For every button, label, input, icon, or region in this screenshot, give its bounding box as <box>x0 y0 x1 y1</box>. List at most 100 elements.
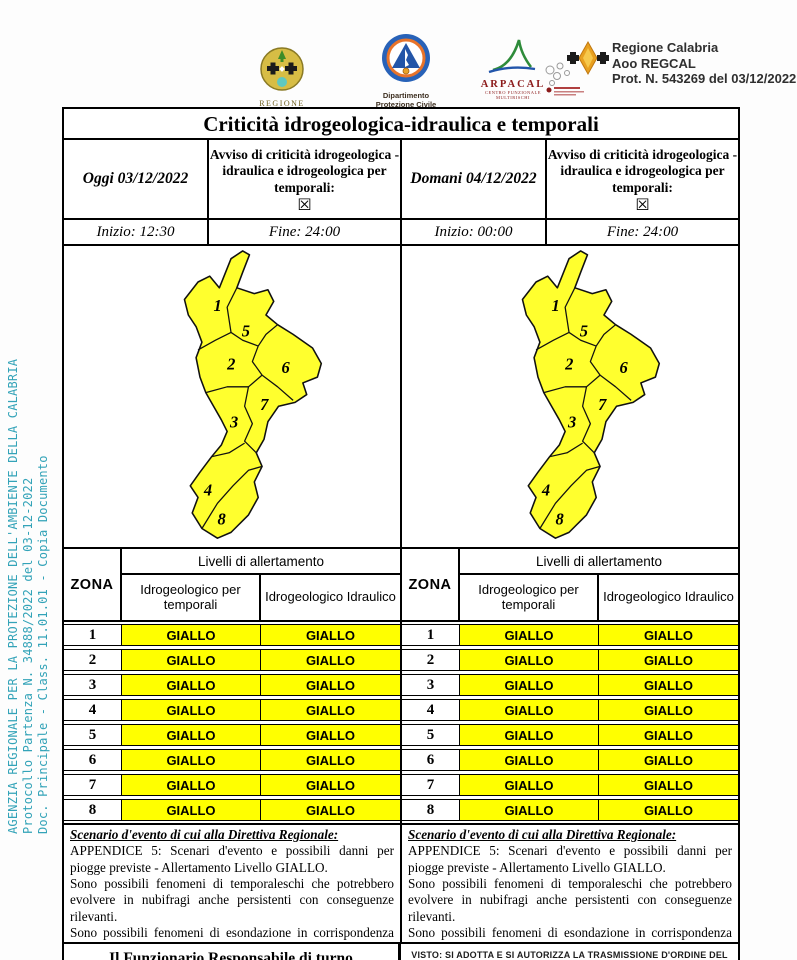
table-row: 7 GIALLO GIALLO <box>64 774 400 796</box>
avviso-cell-domani: Avviso di criticità idrogeologica - idra… <box>547 140 738 218</box>
alert-level-cell: GIALLO <box>460 700 599 720</box>
alert-level-cell: GIALLO <box>122 725 261 745</box>
alert-level-cell: GIALLO <box>261 725 400 745</box>
map-zone-label: 7 <box>598 395 607 414</box>
alert-level-cell: GIALLO <box>599 775 738 795</box>
regione-calabria-stamp-logo <box>566 36 610 87</box>
table-row: 5 GIALLO GIALLO <box>402 724 738 746</box>
alert-level-cell: GIALLO <box>599 800 738 820</box>
checkbox-checked-icon: ☒ <box>635 195 650 215</box>
calabria-zones-map-domani: 1 2 3 4 5 6 7 8 <box>521 249 661 539</box>
map-zone-label: 5 <box>242 321 250 340</box>
map-zone-label: 7 <box>260 395 269 414</box>
map-cell-domani: 1 2 3 4 5 6 7 8 <box>402 246 738 549</box>
avviso-cell-oggi: Avviso di criticità idrogeologica - idra… <box>209 140 400 218</box>
alert-level-cell: GIALLO <box>122 625 261 645</box>
table-row: 2 GIALLO GIALLO <box>402 649 738 671</box>
arpacal-logo: ARPACAL CENTRO FUNZIONALE MULTIRISCHI <box>480 36 546 100</box>
document-class-line: Doc. Principale - Class. 11.01.01 - Copi… <box>36 455 50 834</box>
table-row: 3 GIALLO GIALLO <box>64 674 400 696</box>
avviso-label: Avviso di criticità idrogeologica - idra… <box>547 147 738 195</box>
alert-level-cell: GIALLO <box>122 675 261 695</box>
table-row: 6 GIALLO GIALLO <box>64 749 400 771</box>
alert-level-cell: GIALLO <box>122 650 261 670</box>
protezione-civile-emblem-icon <box>382 34 430 82</box>
table-row: 8 GIALLO GIALLO <box>402 799 738 821</box>
fine-oggi: Fine: 24:00 <box>268 223 341 240</box>
scenario-text: Sono possibili fenomeni di temporaleschi… <box>70 876 394 924</box>
arpacal-caption: CENTRO FUNZIONALE MULTIRISCHI <box>484 90 542 100</box>
multirischi-molecule-logo <box>540 60 598 103</box>
scenario-box-domani: Scenario d'evento di cui alla Direttiva … <box>402 823 738 960</box>
protezione-civile-logo: Dipartimento Protezione Civile <box>372 32 440 110</box>
day-panel-oggi: Oggi 03/12/2022 Avviso di criticità idro… <box>64 140 401 960</box>
table-row: 2 GIALLO GIALLO <box>64 649 400 671</box>
scenario-heading: Scenario d'evento di cui alla Direttiva … <box>408 827 677 842</box>
scenario-box-oggi: Scenario d'evento di cui alla Direttiva … <box>64 823 400 960</box>
livelli-header: Livelli di allertamento <box>122 549 400 575</box>
alert-level-cell: GIALLO <box>599 750 738 770</box>
livelli-header: Livelli di allertamento <box>460 549 738 575</box>
protocol-header-line1: Regione Calabria <box>612 40 719 55</box>
regione-calabria-emblem-icon <box>260 47 304 91</box>
fine-domani: Fine: 24:00 <box>606 223 679 240</box>
table-row: 4 GIALLO GIALLO <box>402 699 738 721</box>
table-row: 8 GIALLO GIALLO <box>64 799 400 821</box>
scenario-text: Sono possibili fenomeni di temporaleschi… <box>408 876 732 924</box>
alert-level-cell: GIALLO <box>460 775 599 795</box>
checkbox-checked-icon: ☒ <box>297 195 312 215</box>
archive-protocol-strip: AGENZIA REGIONALE PER LA PROTEZIONE DELL… <box>6 322 51 834</box>
map-zone-label: 3 <box>229 412 238 431</box>
alert-level-cell: GIALLO <box>460 650 599 670</box>
map-zone-label: 4 <box>203 480 212 499</box>
alert-table-oggi: 1 GIALLO GIALLO 2 GIALLO GIALLO 3 GIALLO GIALL… <box>64 622 400 821</box>
map-zone-label: 2 <box>226 354 235 373</box>
arpacal-curve-icon <box>488 39 536 74</box>
table-row: 1 GIALLO GIALLO <box>402 624 738 646</box>
alert-level-cell: GIALLO <box>460 800 599 820</box>
scenario-text: APPENDICE 5: Scenari d'evento e possibil… <box>70 843 394 875</box>
table-row: 3 GIALLO GIALLO <box>402 674 738 696</box>
protezione-civile-caption-line2: Protezione Civile <box>375 100 437 110</box>
map-zone-label: 8 <box>555 509 563 528</box>
day-label-oggi: Oggi 03/12/2022 <box>64 140 209 218</box>
map-zone-label: 6 <box>619 358 628 377</box>
map-zone-label: 5 <box>580 321 588 340</box>
col-header-temporali: Idrogeologico per temporali <box>122 575 261 620</box>
alert-level-cell: GIALLO <box>460 750 599 770</box>
alert-level-cell: GIALLO <box>122 775 261 795</box>
inizio-domani: Inizio: 00:00 <box>402 220 547 244</box>
map-cell-oggi: 1 2 3 4 5 6 7 8 <box>64 246 400 549</box>
alert-level-cell: GIALLO <box>599 675 738 695</box>
molecule-icon <box>545 62 584 96</box>
alert-level-cell: GIALLO <box>261 650 400 670</box>
alert-level-cell: GIALLO <box>460 625 599 645</box>
alert-level-cell: GIALLO <box>261 800 400 820</box>
table-row: 1 GIALLO GIALLO <box>64 624 400 646</box>
map-zone-label: 1 <box>552 296 560 315</box>
alert-level-cell: GIALLO <box>122 800 261 820</box>
alert-level-cell: GIALLO <box>261 625 400 645</box>
inizio-oggi: Inizio: 12:30 <box>64 220 209 244</box>
alert-table-domani: 1 GIALLO GIALLO 2 GIALLO GIALLO 3 GIALLO GIALL… <box>402 622 738 821</box>
alert-level-cell: GIALLO <box>599 650 738 670</box>
table-row: 4 GIALLO GIALLO <box>64 699 400 721</box>
day-label-domani: Domani 04/12/2022 <box>402 140 547 218</box>
alert-level-cell: GIALLO <box>460 725 599 745</box>
alert-level-cell: GIALLO <box>599 725 738 745</box>
signature-strip: Il Funzionario Responsabile di turno VIS… <box>62 942 740 960</box>
alert-level-cell: GIALLO <box>261 700 400 720</box>
map-zone-label: 2 <box>564 354 573 373</box>
protezione-civile-caption-line1: Dipartimento <box>382 91 430 100</box>
alert-level-cell: GIALLO <box>261 750 400 770</box>
protocol-header: Regione Calabria Aoo REGCAL Prot. N. 543… <box>612 40 796 87</box>
agency-name-line: AGENZIA REGIONALE PER LA PROTEZIONE DELL… <box>6 358 20 834</box>
calabria-zones-map-oggi: 1 2 3 4 5 6 7 8 <box>183 249 323 539</box>
scenario-text: APPENDICE 5: Scenari d'evento e possibil… <box>408 843 732 875</box>
arpacal-name: ARPACAL <box>480 79 546 90</box>
table-row: 5 GIALLO GIALLO <box>64 724 400 746</box>
alert-level-cell: GIALLO <box>460 675 599 695</box>
table-row: 7 GIALLO GIALLO <box>402 774 738 796</box>
protocol-header-line2: Aoo REGCAL <box>612 55 696 71</box>
alert-level-cell: GIALLO <box>261 775 400 795</box>
